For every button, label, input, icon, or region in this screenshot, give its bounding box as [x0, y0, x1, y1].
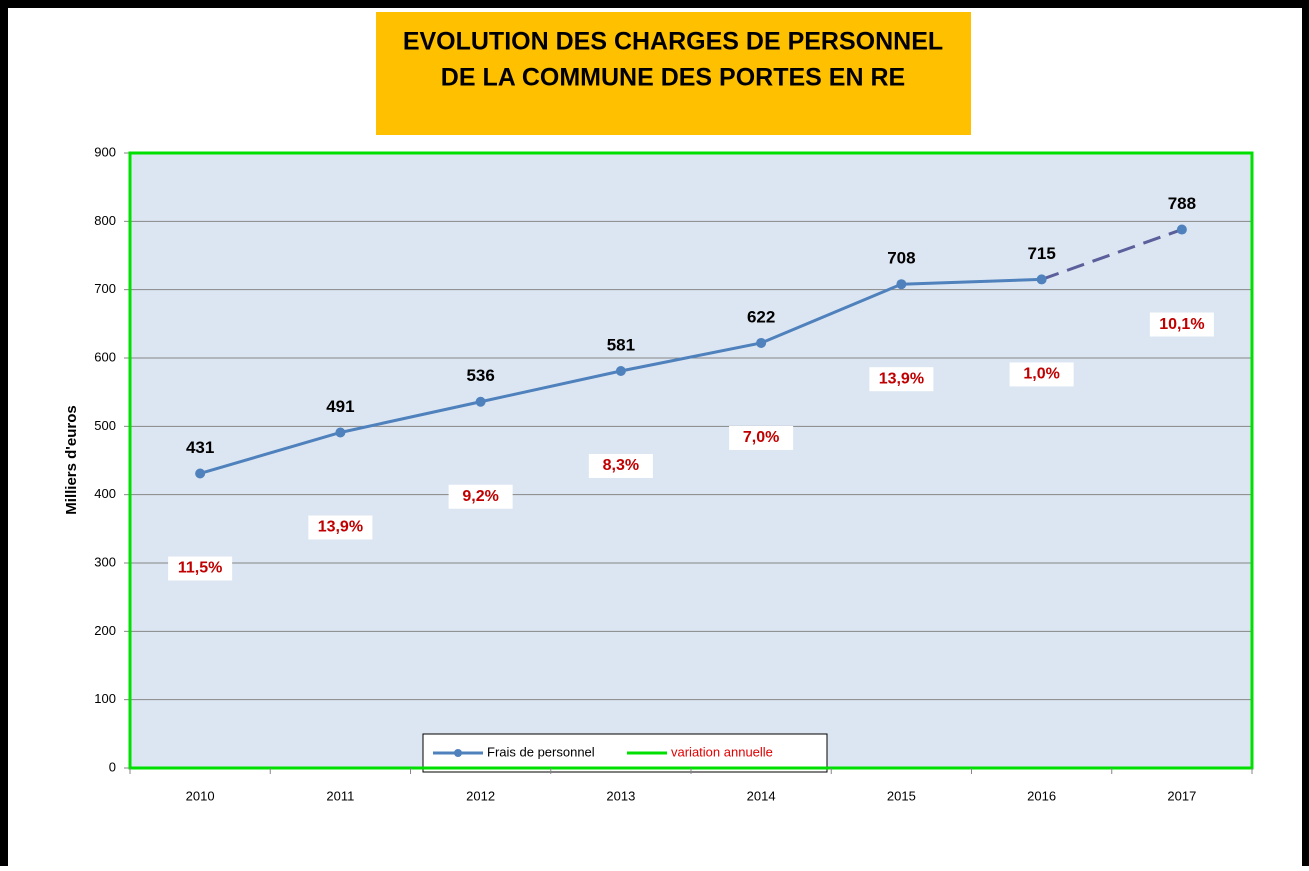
x-tick-label: 2012 [466, 788, 495, 803]
variation-label: 13,9% [879, 370, 924, 387]
label-bg [729, 425, 794, 450]
point [756, 337, 767, 348]
legend-label: Frais de personnel [487, 744, 595, 759]
legend-swatch [454, 749, 462, 757]
point [195, 468, 206, 479]
x-tick-label: 2010 [186, 788, 215, 803]
y-axis-title: Milliers d'euros [63, 405, 80, 514]
y-tick-label: 700 [94, 281, 116, 296]
variation-label: 13,9% [318, 519, 363, 536]
variation-label: 1,0% [1023, 366, 1059, 383]
label-bg [1009, 362, 1074, 387]
y-tick-label: 900 [94, 144, 116, 159]
point [1036, 274, 1047, 285]
label-bg [1149, 312, 1214, 337]
point [475, 396, 486, 407]
label-bg [869, 367, 934, 392]
point [896, 279, 907, 290]
variation-label: 8,3% [603, 457, 639, 474]
chart-title: DE LA COMMUNE DES PORTES EN RE [441, 64, 905, 92]
data-label: 431 [186, 438, 214, 457]
label-bg [588, 453, 653, 478]
plot-area [130, 153, 1252, 768]
data-label: 715 [1027, 244, 1055, 263]
y-tick-label: 300 [94, 554, 116, 569]
variation-label: 7,0% [743, 429, 779, 446]
chart-title: EVOLUTION DES CHARGES DE PERSONNEL [403, 28, 943, 56]
point [615, 365, 626, 376]
legend-label: variation annuelle [671, 744, 773, 759]
variation-label: 9,2% [462, 488, 498, 505]
y-tick-label: 500 [94, 418, 116, 433]
y-tick-label: 600 [94, 349, 116, 364]
data-label: 581 [607, 335, 635, 354]
projection-line [1041, 228, 1183, 281]
x-tick-label: 2017 [1167, 788, 1196, 803]
variation-label: 11,5% [178, 560, 222, 577]
variation-label: 10,1% [1159, 316, 1204, 333]
label-bg [448, 484, 513, 509]
data-label: 788 [1168, 194, 1196, 213]
x-tick-label: 2013 [606, 788, 635, 803]
y-tick-label: 0 [109, 759, 116, 774]
y-tick-label: 800 [94, 213, 116, 228]
label-bg [168, 556, 233, 581]
y-tick-label: 100 [94, 691, 116, 706]
data-label: 708 [887, 249, 915, 268]
x-tick-label: 2015 [887, 788, 916, 803]
data-label: 491 [326, 397, 354, 416]
legend [422, 733, 828, 773]
x-tick-label: 2016 [1027, 788, 1056, 803]
data-label: 622 [747, 307, 775, 326]
point [335, 427, 346, 438]
label-bg [308, 515, 373, 540]
x-tick-label: 2014 [747, 788, 776, 803]
y-tick-label: 200 [94, 623, 116, 638]
x-tick-label: 2011 [326, 788, 354, 803]
y-tick-label: 400 [94, 486, 116, 501]
title-box [376, 12, 971, 135]
data-label: 536 [466, 366, 494, 385]
point [1176, 224, 1187, 235]
